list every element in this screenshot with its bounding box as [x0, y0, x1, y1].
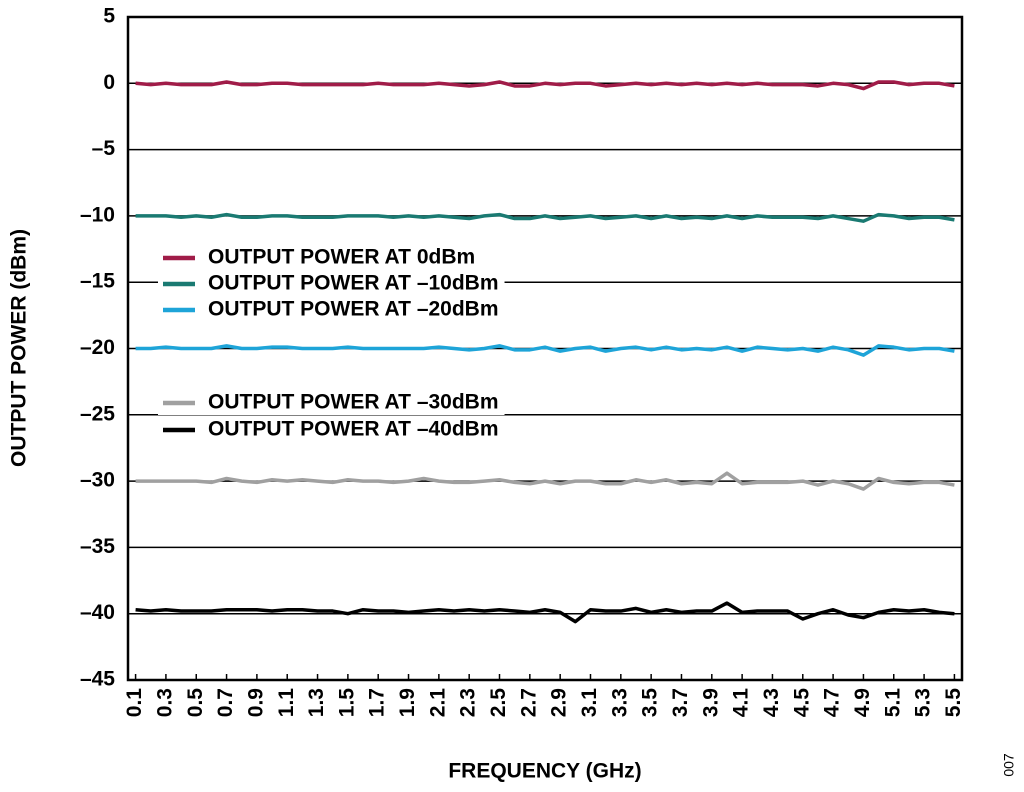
x-tick-label: 1.3: [305, 688, 328, 717]
legend-bg: [158, 298, 505, 322]
x-tick-label: 0.1: [123, 688, 146, 718]
legend-label: OUTPUT POWER AT –30dBm: [208, 391, 499, 414]
x-tick-label: 1.5: [335, 688, 358, 718]
x-tick-label: 4.9: [851, 688, 874, 717]
x-tick-label: 1.9: [396, 688, 419, 717]
x-tick-label: 3.9: [699, 688, 722, 717]
x-tick-label: 0.3: [153, 688, 176, 717]
x-tick-label: 4.5: [790, 688, 813, 718]
x-tick-label: 0.5: [184, 688, 207, 718]
x-tick-label: 2.5: [487, 688, 510, 718]
y-axis-label: OUTPUT POWER (dBm): [8, 229, 31, 467]
figure-id: 007: [1001, 753, 1017, 777]
x-tick-label: 5.5: [942, 688, 965, 718]
x-tick-label: 3.3: [608, 688, 631, 717]
x-tick-label: 3.1: [578, 688, 601, 718]
legend-label: OUTPUT POWER AT 0dBm: [208, 246, 475, 269]
x-tick-label: 4.7: [821, 688, 844, 717]
y-tick-label: 5: [103, 5, 115, 28]
y-tick-label: –45: [80, 668, 115, 691]
x-tick-label: 3.5: [639, 688, 662, 718]
y-tick-label: –20: [80, 336, 115, 359]
legend-bg: [158, 391, 505, 415]
y-tick-label: –10: [80, 203, 115, 226]
x-tick-label: 4.3: [760, 688, 783, 717]
x-tick-label: 1.7: [366, 688, 389, 717]
data-line: [135, 601, 955, 624]
legend-bg: [158, 418, 505, 442]
x-tick-label: 4.1: [730, 688, 753, 718]
data-line: [135, 344, 955, 357]
y-tick-label: 0: [103, 71, 115, 94]
y-tick-label: –40: [80, 601, 115, 624]
x-tick-label: 0.7: [214, 688, 237, 717]
x-tick-label: 2.1: [426, 688, 449, 718]
x-tick-label: 1.1: [275, 688, 298, 718]
y-tick-label: –35: [80, 535, 115, 558]
y-tick-label: –25: [80, 402, 115, 425]
x-tick-label: 5.1: [881, 688, 904, 718]
x-tick-label: 2.7: [517, 688, 540, 717]
x-tick-label: 0.9: [244, 688, 267, 717]
data-line: [135, 80, 955, 91]
x-tick-label: 5.3: [912, 688, 935, 717]
legend-label: OUTPUT POWER AT –20dBm: [208, 298, 499, 321]
y-tick-label: –30: [80, 469, 115, 492]
y-tick-label: –5: [92, 137, 116, 160]
data-line: [135, 212, 955, 223]
legend-label: OUTPUT POWER AT –10dBm: [208, 272, 499, 295]
legend-bg: [158, 246, 482, 270]
x-tick-label: 2.9: [548, 688, 571, 717]
legend-label: OUTPUT POWER AT –40dBm: [208, 418, 499, 441]
legend-bg: [158, 272, 505, 296]
y-tick-label: –15: [80, 270, 115, 293]
x-tick-label: 2.3: [457, 688, 480, 717]
plot-frame: [126, 15, 964, 682]
x-axis-label: FREQUENCY (GHz): [448, 760, 641, 783]
x-tick-label: 3.7: [669, 688, 692, 717]
data-line: [135, 471, 955, 491]
